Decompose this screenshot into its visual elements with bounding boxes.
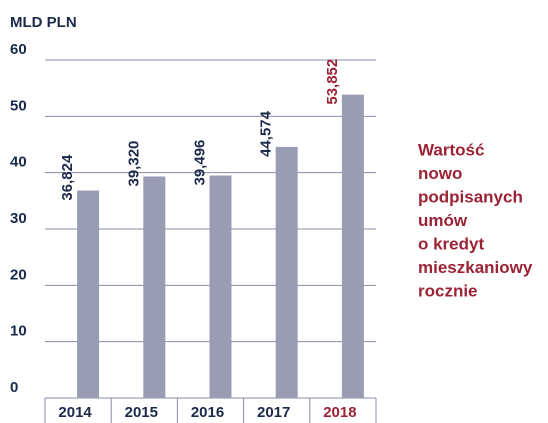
y-tick-label: 0 — [10, 379, 18, 396]
value-label: 53,852 — [324, 59, 341, 105]
x-tick-label: 2018 — [323, 404, 356, 421]
x-tick-label: 2015 — [125, 404, 158, 421]
bar — [143, 176, 166, 398]
y-tick-label: 60 — [10, 41, 27, 58]
y-tick-label: 50 — [10, 97, 27, 114]
bar — [275, 146, 298, 398]
y-axis-label: MLD PLN — [10, 14, 77, 31]
value-label: 39,496 — [191, 140, 208, 186]
y-tick-label: 30 — [10, 210, 27, 227]
y-tick-label: 10 — [10, 323, 27, 340]
annotation: umów — [418, 211, 468, 230]
x-tick-label: 2017 — [257, 404, 290, 421]
bar — [341, 94, 364, 399]
annotation: mieszkaniowy — [418, 258, 533, 277]
y-tick-label: 40 — [10, 154, 27, 171]
annotation: rocznie — [418, 281, 478, 300]
annotation: nowo — [418, 164, 462, 183]
x-tick-label: 2014 — [58, 404, 92, 421]
annotation: Wartość — [418, 140, 484, 159]
annotation: o kredyt — [418, 234, 484, 253]
annotation: podpisanych — [418, 187, 523, 206]
y-tick-label: 20 — [10, 266, 27, 283]
x-tick-label: 2016 — [191, 404, 224, 421]
bar — [209, 175, 232, 398]
value-label: 44,574 — [258, 110, 275, 157]
value-label: 36,824 — [59, 154, 76, 201]
bar — [77, 190, 100, 398]
value-label: 39,320 — [125, 141, 142, 187]
